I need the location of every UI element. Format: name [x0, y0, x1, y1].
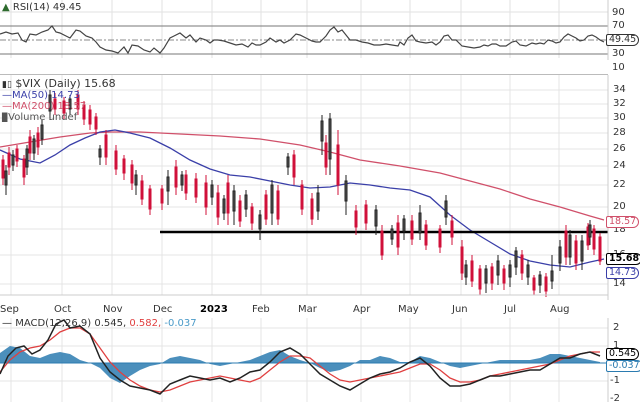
x-label-may: May [398, 304, 419, 315]
macd-plot [0, 318, 609, 402]
price-axis-30: 30 [613, 112, 626, 123]
price-axis-24: 24 [613, 160, 626, 171]
ma50-value-tag: 14.73 [606, 267, 640, 279]
x-label-feb: Feb [252, 304, 270, 315]
rsi-axis-10: 10 [612, 62, 625, 73]
price-axis-26: 26 [613, 143, 626, 154]
price-panel: ▮▯ $VIX (Daily) 15.68 —MA(50) 14.73 —MA(… [0, 75, 640, 300]
macd-axis-neg2: -2 [610, 393, 620, 404]
price-axis-34: 34 [613, 84, 626, 95]
price-axis-18: 18 [613, 224, 626, 235]
panel-divider [0, 74, 608, 75]
macd-label-name: MACD(12,26,9) [15, 318, 92, 329]
ma200-value-tag: 18.57 [606, 216, 640, 228]
x-label-dec: Dec [153, 304, 173, 315]
legend-ma50: —MA(50) 14.73 [2, 90, 80, 101]
rsi-icon: ▲ [2, 2, 10, 13]
price-title-text: $VIX (Daily) 15.68 [15, 77, 116, 90]
candlestick-icon: ▮▯ [2, 80, 12, 90]
macd-axis-neg1: -1 [610, 375, 620, 386]
rsi-plot [0, 0, 609, 60]
macd-label: — MACD(12,26,9) 0.545, 0.582, -0.037 [2, 318, 197, 329]
x-label-2023: 2023 [200, 304, 228, 315]
volume-bars-icon: ▉ [2, 113, 9, 122]
macd-axis-2: 2 [613, 322, 620, 333]
x-label-jul: Jul [504, 304, 517, 315]
rsi-axis-30: 30 [612, 48, 625, 59]
macd-hist-value: -0.037 [164, 318, 197, 329]
x-label-oct: Oct [54, 304, 72, 315]
macd-signal-value: 0.582 [129, 318, 158, 329]
hist-value-tag: -0.037 [606, 360, 640, 372]
legend-ma200-text: MA(200) 18.57 [12, 101, 87, 112]
rsi-label-text: RSI(14) 49.45 [12, 2, 82, 13]
legend-volume: ▉Volume undef [2, 112, 77, 123]
ma200-swatch-icon: — [2, 101, 12, 112]
macd-line-swatch-icon: — [2, 318, 12, 329]
x-label-jun: Jun [452, 304, 468, 315]
rsi-axis-90: 90 [612, 7, 625, 18]
macd-sep-1: , [122, 318, 127, 329]
macd-value-tag: 0.545 [606, 348, 640, 360]
price-axis-20: 20 [613, 201, 626, 212]
macd-value: 0.545 [94, 318, 123, 329]
rsi-label: ▲ RSI(14) 49.45 [2, 2, 81, 13]
ma50-swatch-icon: — [2, 90, 12, 101]
x-label-apr: Apr [353, 304, 371, 315]
macd-axis-1: 1 [613, 340, 620, 351]
legend-ma200: —MA(200) 18.57 [2, 101, 86, 112]
rsi-value-tag: 49.45 [606, 34, 640, 46]
x-label-aug: Aug [550, 304, 570, 315]
price-axis-14: 14 [613, 278, 626, 289]
legend-volume-text: Volume undef [8, 112, 78, 123]
x-label-mar: Mar [298, 304, 317, 315]
x-label-nov: Nov [103, 304, 123, 315]
x-label-sep: Sep [0, 304, 19, 315]
price-axis-28: 28 [613, 127, 626, 138]
rsi-panel: ▲ RSI(14) 49.45 90 70 30 10 49.45 [0, 0, 640, 73]
macd-sep-2: , [157, 318, 162, 329]
price-axis-22: 22 [613, 179, 626, 190]
price-plot [0, 75, 609, 300]
rsi-axis-70: 70 [612, 20, 625, 31]
legend-ma50-text: MA(50) 14.73 [12, 90, 80, 101]
close-value-tag: 15.68 [606, 253, 640, 265]
price-title: ▮▯ $VIX (Daily) 15.68 [2, 78, 116, 91]
price-axis-32: 32 [613, 98, 626, 109]
macd-panel: — MACD(12,26,9) 0.545, 0.582, -0.037 2 1… [0, 318, 640, 404]
